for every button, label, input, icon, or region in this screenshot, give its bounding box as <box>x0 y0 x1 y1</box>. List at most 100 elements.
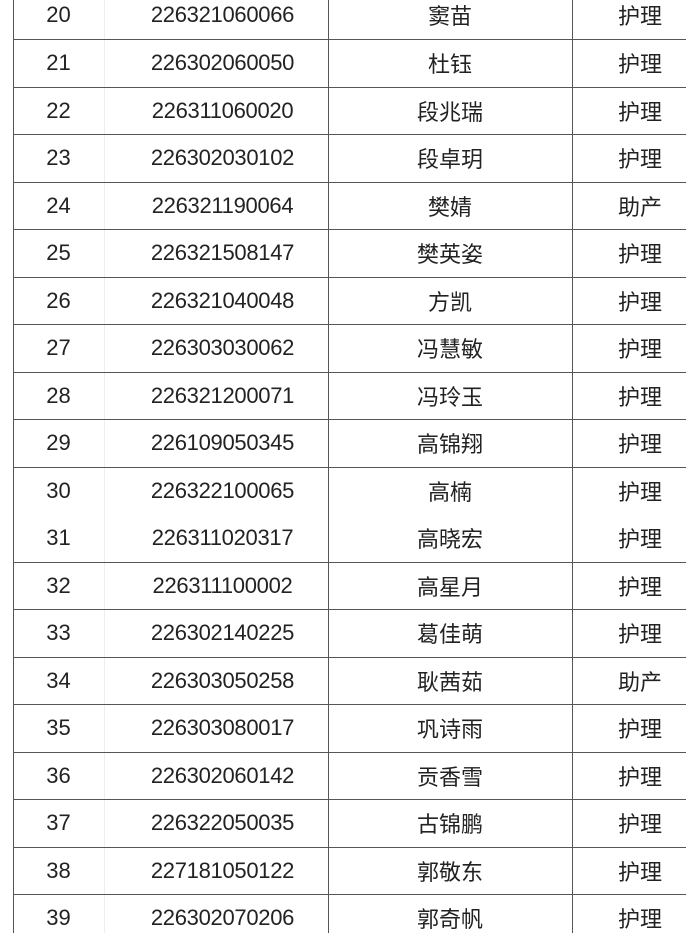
student-id: 226311100002 <box>152 572 293 598</box>
row-number: 28 <box>46 382 71 408</box>
row-number: 39 <box>46 905 71 931</box>
student-id: 226302140225 <box>150 620 295 646</box>
row-number: 23 <box>46 145 71 171</box>
table-row: 29 226109050345 高锦翔 护理 <box>13 419 686 467</box>
table-row: 36 226302060142 贡香雪 护理 <box>13 751 686 800</box>
table-row: 22 226311060020 段兆瑞 护理 <box>13 86 686 135</box>
major: 护理 <box>617 52 662 78</box>
table-row: 23 226302030102 段卓玥 护理 <box>13 134 686 182</box>
major: 护理 <box>617 907 662 933</box>
row-number: 21 <box>46 50 71 76</box>
major: 护理 <box>617 384 662 410</box>
row-number: 29 <box>46 430 71 456</box>
table-row: 26 226321040048 方凯 护理 <box>13 276 686 325</box>
student-name: 樊婧 <box>427 194 472 220</box>
row-number: 31 <box>46 524 71 550</box>
row-number: 37 <box>46 810 71 836</box>
major: 护理 <box>617 4 662 30</box>
row-number: 20 <box>46 2 71 28</box>
major: 护理 <box>617 764 662 790</box>
table-row: 33 226302140225 葛佳萌 护理 <box>13 609 686 657</box>
student-name: 古锦鹏 <box>416 812 483 838</box>
student-name: 耿茜茹 <box>416 669 483 695</box>
table-row: 34 226303050258 耿茜茹 助产 <box>13 656 686 705</box>
major: 护理 <box>617 622 662 648</box>
student-name: 段卓玥 <box>416 147 483 173</box>
table-row: 37 226322050035 古锦鹏 护理 <box>13 799 686 847</box>
row-number: 36 <box>46 762 71 788</box>
student-name: 巩诗雨 <box>416 717 483 743</box>
student-name: 葛佳萌 <box>416 622 483 648</box>
table-row: 25 226321508147 樊英姿 护理 <box>13 229 686 277</box>
row-number: 30 <box>46 477 71 503</box>
major: 护理 <box>617 717 662 743</box>
table-row: 39 226302070206 郭奇帆 护理 <box>13 894 686 942</box>
table-row: 27 226303030062 冯慧敏 护理 <box>13 324 686 372</box>
student-name: 高星月 <box>416 574 483 600</box>
student-name: 郭奇帆 <box>416 907 483 933</box>
student-id: 226302060142 <box>150 762 295 788</box>
major: 护理 <box>617 337 662 363</box>
student-name: 樊英姿 <box>416 242 483 268</box>
major: 护理 <box>617 574 662 600</box>
student-name: 郭敬东 <box>416 859 483 885</box>
major: 护理 <box>617 432 662 458</box>
row-number: 38 <box>46 857 71 883</box>
student-id: 226303030062 <box>150 335 295 361</box>
major: 护理 <box>617 526 662 552</box>
major: 护理 <box>617 147 662 173</box>
table-row: 30 226322100065 高楠 护理 <box>13 466 686 515</box>
table-row: 35 226303080017 巩诗雨 护理 <box>13 704 686 752</box>
student-name: 贡香雪 <box>416 764 483 790</box>
student-id: 226322100065 <box>150 477 295 503</box>
student-id: 226311020317 <box>151 524 294 550</box>
student-name: 窦苗 <box>427 4 472 30</box>
student-id: 226303080017 <box>150 715 295 741</box>
student-id: 226302030102 <box>150 145 295 171</box>
row-number: 27 <box>46 335 71 361</box>
student-id: 226321508147 <box>150 240 295 266</box>
table-row: 38 227181050122 郭敬东 护理 <box>13 846 686 895</box>
row-number: 22 <box>46 97 71 123</box>
student-id: 227181050122 <box>150 857 295 883</box>
student-name: 高锦翔 <box>416 432 483 458</box>
student-name: 冯慧敏 <box>416 337 483 363</box>
table-row: 31 226311020317 高晓宏 护理 <box>13 514 686 562</box>
table-row: 32 226311100002 高星月 护理 <box>13 561 686 610</box>
student-id: 226311060020 <box>151 97 294 123</box>
row-number: 26 <box>46 287 71 313</box>
major: 护理 <box>617 99 662 125</box>
student-name: 方凯 <box>427 289 472 315</box>
major: 护理 <box>617 859 662 885</box>
student-id: 226303050258 <box>150 667 295 693</box>
student-name: 高晓宏 <box>416 526 483 552</box>
table-row: 28 226321200071 冯玲玉 护理 <box>13 371 686 420</box>
student-name: 段兆瑞 <box>416 99 483 125</box>
student-id: 226321200071 <box>150 382 295 408</box>
table-row: 24 226321190064 樊婧 助产 <box>13 181 686 230</box>
row-number: 32 <box>46 572 71 598</box>
major: 护理 <box>617 812 662 838</box>
row-number: 25 <box>46 240 71 266</box>
student-name: 高楠 <box>427 479 472 505</box>
student-id: 226302070206 <box>150 905 295 931</box>
table-row: 20 226321060066 窦苗 护理 <box>13 0 686 39</box>
row-number: 24 <box>46 192 71 218</box>
student-id: 226109050345 <box>150 430 295 456</box>
major: 护理 <box>617 479 662 505</box>
row-number: 35 <box>46 715 71 741</box>
major: 助产 <box>617 669 662 695</box>
student-id: 226321190064 <box>151 192 294 218</box>
student-id: 226302060050 <box>150 50 295 76</box>
student-name: 冯玲玉 <box>416 384 483 410</box>
major: 护理 <box>617 242 662 268</box>
student-id: 226321040048 <box>150 287 295 313</box>
row-number: 34 <box>46 667 71 693</box>
student-id: 226322050035 <box>150 810 295 836</box>
major: 护理 <box>617 289 662 315</box>
major: 助产 <box>617 194 662 220</box>
student-name: 杜钰 <box>427 52 472 78</box>
row-number: 33 <box>46 620 71 646</box>
table-row: 21 226302060050 杜钰 护理 <box>13 39 686 87</box>
